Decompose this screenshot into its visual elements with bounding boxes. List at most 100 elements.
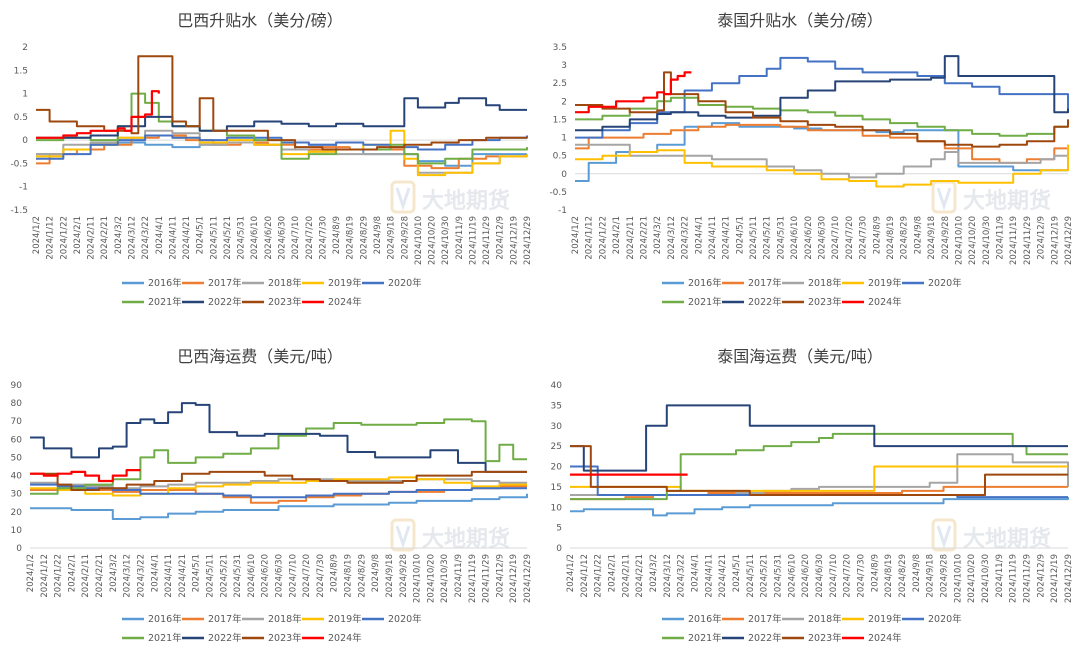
y-tick-label: 2 [561,97,567,107]
x-tick-label: 2024/6/20 [264,216,274,260]
legend-label: 2018年 [268,277,302,289]
legend-item: 2017年 [182,613,242,625]
x-tick-label: 2024/1/22 [59,216,69,260]
legend-label: 2016年 [148,277,182,289]
legend-label: 2021年 [148,632,182,644]
legend-item: 2016年 [662,277,722,289]
x-tick-label: 2024/6/20 [261,554,271,598]
x-tick-label: 2024/9/8 [371,554,381,592]
legend-label: 2018年 [808,613,842,625]
y-tick-label: 20 [551,463,563,473]
x-tick-label: 2024/12/29 [523,216,533,265]
x-tick-label: 2024/12/9 [1036,554,1046,598]
x-tick-label: 2024/11/29 [482,216,492,265]
legend-label: 2016年 [688,277,722,289]
y-tick-label: 30 [551,422,563,432]
x-tick-label: 2024/5/31 [774,554,784,598]
series-line-2021年 [575,96,1068,137]
legend-item: 2018年 [242,277,302,289]
x-tick-label: 2024/6/10 [787,554,797,598]
x-tick-label: 2024/3/22 [141,216,151,260]
x-tick-label: 2024/2/1 [73,216,83,254]
x-tick-label: 2024/8/29 [898,554,908,598]
x-tick-label: 2024/3/2 [109,554,119,592]
legend: 2016年 2017年 2018年 2019年 2020年 2021年 2022年 2023年… [122,613,422,644]
x-tick-label: 2024/10/30 [982,216,992,265]
x-tick-label: 2024/5/11 [749,216,759,260]
x-tick-label: 2024/5/1 [196,216,206,254]
legend-label: 2022年 [208,632,242,644]
x-tick-label: 2024/4/21 [722,216,732,260]
y-tick-label: 60 [11,435,23,445]
x-tick-label: 2024/1/22 [594,554,604,598]
x-tick-label: 2024/12/9 [496,216,506,260]
x-tick-label: 2024/5/21 [763,216,773,260]
legend-item: 2016年 [122,613,182,625]
x-tick-label: 2024/12/29 [523,554,533,603]
x-tick-label: 2024/8/19 [344,554,354,598]
x-tick-label: 2024/10/20 [426,554,436,603]
x-tick-label: 2024/5/31 [776,216,786,260]
x-tick-label: 2024/5/1 [735,216,745,254]
legend-item: 2016年 [662,613,722,625]
x-tick-label: 2024/3/22 [681,216,691,260]
x-tick-label: 2024/5/31 [237,216,247,260]
x-tick-label: 2024/11/9 [454,554,464,598]
series-line-2023年 [570,445,1068,496]
legend-label: 2017年 [748,613,782,625]
legend-label: 2018年 [808,277,842,289]
legend-item: 2024年 [842,632,902,644]
series-line-2023年 [30,470,527,491]
legend-label: 2019年 [868,613,902,625]
x-tick-label: 2024/5/11 [746,554,756,598]
series-line-2017年 [575,123,1069,164]
y-tick-label: 1 [22,90,28,100]
x-tick-label: 2024/8/19 [884,554,894,598]
x-tick-label: 2024/7/20 [843,554,853,598]
x-tick-label: 2024/8/9 [332,216,342,254]
x-tick-label: 2024/12/19 [509,216,519,265]
x-tick-label: 2024/4/11 [164,554,174,598]
x-tick-label: 2024/11/29 [482,554,492,603]
y-tick-label: 0 [16,544,22,554]
y-tick-label: 50 [11,453,23,463]
chart-title: 泰国海运费（美元/吨） [717,347,882,366]
thailand-basis-chart: 泰国升贴水（美分/磅） 大地期货 -1 -0.5 0 0.5 1 1.5 2 2.5 3 3.5 202… [549,11,1074,308]
x-tick-label: 2024/4/1 [694,216,704,254]
x-tick-label: 2024/9/18 [387,216,397,260]
x-tick-label: 2024/9/28 [400,216,410,260]
x-tick-label: 2024/2/1 [608,554,618,592]
x-tick-label: 2024/12/19 [1050,216,1060,265]
x-tick-label: 2024/3/12 [127,216,137,260]
x-tick-label: 2024/10/30 [440,554,450,603]
legend-item: 2023年 [242,632,302,644]
legend-label: 2019年 [868,277,902,289]
series-line-2016年 [570,497,1069,517]
x-tick-label: 2024/3/12 [667,216,677,260]
watermark-logo: 大地期货 [931,518,1051,552]
x-tick-label: 2024/8/29 [359,216,369,260]
x-tick-label: 2024/10/10 [953,554,963,603]
x-tick-label: 2024/10/10 [954,216,964,265]
legend-item: 2017年 [722,613,782,625]
legend-label: 2022年 [208,296,242,308]
y-tick-label: 2.5 [553,79,567,89]
x-tick-label: 2024/4/11 [708,216,718,260]
legend: 2016年 2017年 2018年 2019年 2020年 2021年 2022年 2023年… [662,277,962,308]
y-tick-label: 0.5 [553,152,567,162]
legend-label: 2020年 [388,277,422,289]
x-tick-label: 2024/6/10 [247,554,257,598]
series-line-2021年 [36,92,528,165]
x-tick-label: 2024/10/20 [428,216,438,265]
x-tick-label: 2024/7/10 [831,216,841,260]
y-tick-label: -1.5 [10,206,28,216]
legend-label: 2021年 [148,296,182,308]
y-tick-label: 0 [556,544,562,554]
x-tick-label: 2024/8/19 [346,216,356,260]
x-tick-label: 2024/6/30 [275,554,285,598]
watermark-logo: 大地期货 [931,180,1051,214]
x-tick-label: 2024/9/28 [940,554,950,598]
x-tick-label: 2024/2/11 [626,216,636,260]
x-tick-label: 2024/4/11 [168,216,178,260]
x-tick-label: 2024/5/31 [233,554,243,598]
